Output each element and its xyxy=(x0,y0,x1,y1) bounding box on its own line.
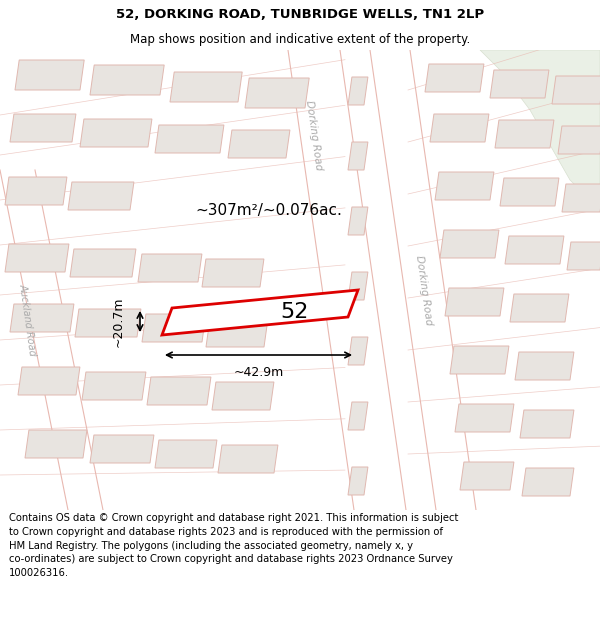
Polygon shape xyxy=(75,309,141,337)
Polygon shape xyxy=(15,60,84,90)
Polygon shape xyxy=(10,304,74,332)
Polygon shape xyxy=(5,177,67,205)
Polygon shape xyxy=(5,244,69,272)
Polygon shape xyxy=(435,172,494,200)
Polygon shape xyxy=(445,288,504,316)
Polygon shape xyxy=(245,78,309,108)
Polygon shape xyxy=(18,367,80,395)
Text: ~307m²/~0.076ac.: ~307m²/~0.076ac. xyxy=(195,202,342,217)
Polygon shape xyxy=(505,236,564,264)
Polygon shape xyxy=(522,468,574,496)
Polygon shape xyxy=(348,467,368,495)
Polygon shape xyxy=(450,346,509,374)
Text: Dorking Road: Dorking Road xyxy=(304,99,324,171)
Polygon shape xyxy=(562,184,600,212)
Polygon shape xyxy=(170,72,242,102)
Polygon shape xyxy=(500,178,559,206)
Polygon shape xyxy=(425,64,484,92)
Polygon shape xyxy=(212,382,274,410)
Polygon shape xyxy=(10,114,76,142)
Polygon shape xyxy=(515,352,574,380)
Polygon shape xyxy=(228,130,290,158)
Text: 52, DORKING ROAD, TUNBRIDGE WELLS, TN1 2LP: 52, DORKING ROAD, TUNBRIDGE WELLS, TN1 2… xyxy=(116,8,484,21)
Polygon shape xyxy=(302,50,406,510)
Polygon shape xyxy=(375,50,476,510)
Polygon shape xyxy=(440,230,499,258)
Polygon shape xyxy=(495,120,554,148)
Polygon shape xyxy=(558,126,600,154)
Polygon shape xyxy=(155,125,224,153)
Polygon shape xyxy=(82,372,146,400)
Polygon shape xyxy=(567,242,600,270)
Polygon shape xyxy=(460,462,514,490)
Polygon shape xyxy=(348,337,368,365)
Polygon shape xyxy=(80,119,152,147)
Polygon shape xyxy=(455,404,514,432)
Polygon shape xyxy=(430,114,489,142)
Polygon shape xyxy=(155,440,217,468)
Polygon shape xyxy=(520,410,574,438)
Polygon shape xyxy=(162,290,358,335)
Polygon shape xyxy=(370,50,476,510)
Text: Contains OS data © Crown copyright and database right 2021. This information is : Contains OS data © Crown copyright and d… xyxy=(9,514,458,578)
Polygon shape xyxy=(348,402,368,430)
Polygon shape xyxy=(348,77,368,105)
Polygon shape xyxy=(25,430,87,458)
Text: Map shows position and indicative extent of the property.: Map shows position and indicative extent… xyxy=(130,32,470,46)
Polygon shape xyxy=(348,207,368,235)
Polygon shape xyxy=(70,249,136,277)
Polygon shape xyxy=(0,170,103,510)
Polygon shape xyxy=(206,319,268,347)
Polygon shape xyxy=(552,76,600,104)
Polygon shape xyxy=(348,272,368,300)
Polygon shape xyxy=(68,182,134,210)
Polygon shape xyxy=(90,65,164,95)
Polygon shape xyxy=(218,445,278,473)
Polygon shape xyxy=(510,294,569,322)
Polygon shape xyxy=(90,435,154,463)
Polygon shape xyxy=(147,377,211,405)
Polygon shape xyxy=(288,50,406,510)
Text: Auckland Road: Auckland Road xyxy=(18,283,38,357)
Text: ~42.9m: ~42.9m xyxy=(233,366,284,379)
Polygon shape xyxy=(202,259,264,287)
Polygon shape xyxy=(348,142,368,170)
Polygon shape xyxy=(480,50,600,210)
Polygon shape xyxy=(138,254,202,282)
Text: 52: 52 xyxy=(281,302,309,322)
Text: Dorking Road: Dorking Road xyxy=(414,254,434,326)
Polygon shape xyxy=(490,70,549,98)
Polygon shape xyxy=(142,314,206,342)
Text: ~20.7m: ~20.7m xyxy=(112,296,125,347)
